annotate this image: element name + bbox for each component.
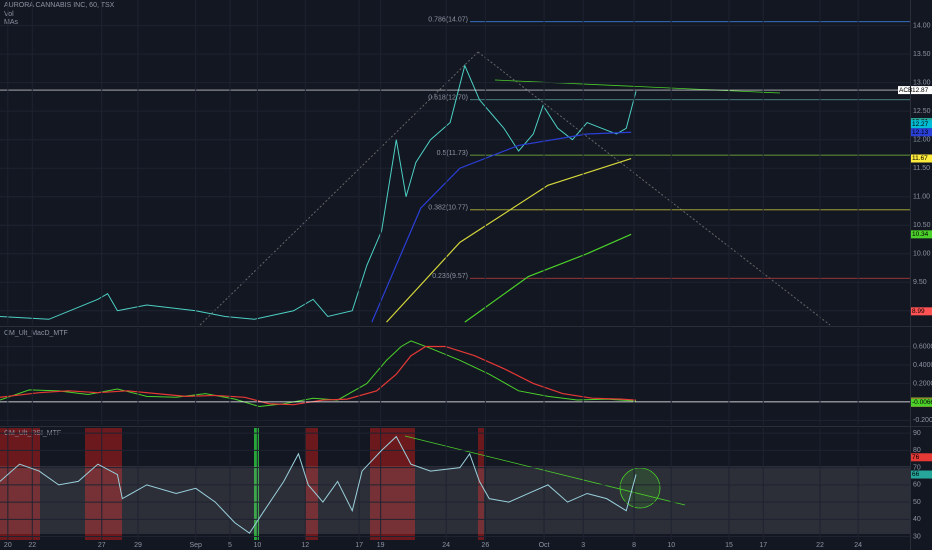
x-tick-label: 22 [816,542,824,549]
overbought-zone [0,428,40,540]
value-tag [911,453,932,462]
y-tick-label: 13.00 [913,80,931,87]
y-tick-label: 11.50 [913,165,930,172]
value-tag-label: 10.34 [912,231,929,238]
value-tag [911,230,932,239]
oversold-zone [254,428,259,540]
overbought-zone [305,428,318,540]
annotation: MAs [4,19,19,26]
plot-bg [0,0,910,540]
series-line [386,157,632,323]
pane-title: CM_Ult_MacD_MTF [4,330,68,337]
x-tick-label: 10 [667,542,675,549]
value-tag-label: 76 [912,454,920,461]
fib-label: 0.618(12.70) [428,95,468,102]
y-tick-label: -0.2000 [913,417,932,424]
x-tick-label: 17 [759,542,767,549]
y-tick-label: 30 [913,533,921,540]
x-tick-label: 26 [481,542,489,549]
rsi-band [0,466,910,534]
fib-label: 0.786(14.07) [428,17,468,24]
y-tick-label: 90 [913,430,921,437]
x-tick-label: 3 [581,542,585,549]
y-tick-label: 12.00 [913,137,931,144]
y-tick-label: 13.50 [913,51,931,58]
name-tag-label: ACB [899,87,912,94]
x-tick-label: 22 [28,542,36,549]
fib-label: 0.236(9.57) [432,273,468,280]
y-tick-label: 70 [913,464,921,471]
series-line [371,131,632,323]
y-tick-label: 14.00 [913,23,931,30]
value-tag [911,470,932,479]
x-tick-label: 10 [253,542,261,549]
x-tick-label: 29 [134,542,142,549]
value-tag [911,86,932,95]
x-tick-label: 24 [854,542,862,549]
value-tag-label: 8.99 [912,308,925,315]
value-tag [911,128,932,137]
fib-label: 0.5(11.73) [437,150,468,157]
y-tick-label: 9.50 [913,279,927,286]
x-tick-label: 27 [98,542,106,549]
series-line [464,233,632,323]
trendline [494,79,781,94]
series-line [0,435,637,534]
x-tick-label: Oct [539,542,550,549]
rsi-trendline [404,435,686,506]
value-tag [911,398,932,407]
value-tag-label: 66 [912,471,920,478]
chart-title: AURORA CANNABIS INC, 60, TSX [4,2,115,9]
y-tick-label: 12.50 [913,108,931,115]
value-tag-label: 12.87 [912,87,929,94]
value-tag [911,154,932,163]
subtitle: Vol [4,11,14,18]
value-tag-label: 12.13 [912,129,929,136]
value-tag [911,120,932,129]
x-tick-label: 12 [301,542,309,549]
x-tick-label: Sep [189,542,202,549]
name-tag [898,86,910,95]
series-line [0,64,637,320]
value-tag-label: 12.27 [912,121,929,128]
overbought-zone [370,428,415,540]
x-tick-label: 17 [355,542,363,549]
overbought-zone [85,428,122,540]
y-tick-label: 40 [913,516,921,523]
y-tick-label: 0.2000 [913,380,932,387]
value-tag-label: 11.67 [912,155,928,162]
y-tick-label: 10.00 [913,251,931,258]
x-tick-label: 8 [632,542,636,549]
x-tick-label: 5 [228,542,232,549]
y-tick-label: 11.00 [913,194,930,201]
x-tick-label: 15 [725,542,733,549]
y-tick-label: 50 [913,499,921,506]
x-tick-label: 24 [442,542,450,549]
value-tag-label: -0.0066 [912,399,932,406]
y-tick-label: 60 [913,482,921,489]
series-line [0,345,637,406]
x-tick-label: 20 [4,542,12,549]
y-tick-label: 80 [913,447,921,454]
y-tick-label: 10.50 [913,222,931,229]
x-tick-label: 19 [377,542,385,549]
fib-trend [199,51,479,326]
value-tag [911,307,932,316]
fib-label: 0.382(10.77) [428,205,468,212]
